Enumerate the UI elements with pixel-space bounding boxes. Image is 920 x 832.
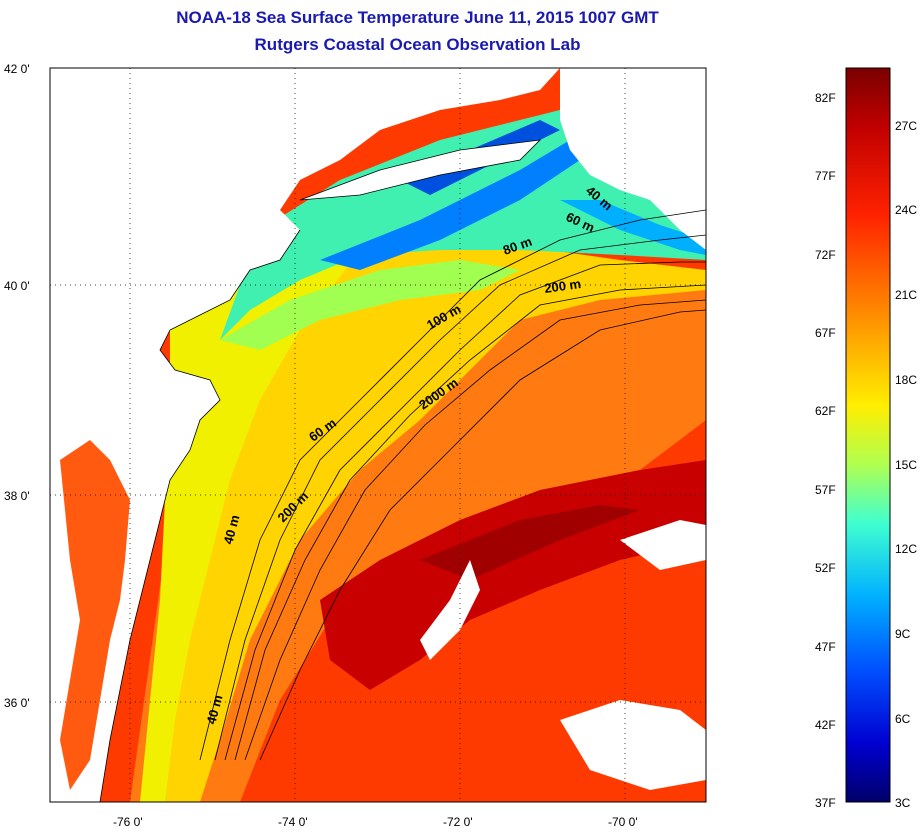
lat-tick-36: 36 0' bbox=[4, 696, 30, 710]
contour-100m bbox=[234, 284, 706, 761]
lon-tick-72: -72 0' bbox=[443, 815, 473, 829]
colorbar-c-label: 21C bbox=[895, 288, 917, 302]
map-frame bbox=[49, 67, 707, 803]
colorbar-f-labels: 82F 77F 72F 67F 62F 57F 52F 47F 42F 37F bbox=[815, 91, 836, 810]
cloud-patch bbox=[560, 700, 706, 790]
contour-label: 200 m bbox=[543, 276, 582, 296]
contour-2000m bbox=[259, 309, 706, 761]
contour-label: 40 m bbox=[220, 513, 242, 546]
shelf-water-region bbox=[150, 240, 706, 802]
contour-200m bbox=[244, 299, 706, 761]
colorbar-f-label: 57F bbox=[815, 483, 836, 497]
colorbar-f-label: 52F bbox=[815, 561, 836, 575]
colorbar-f-label: 67F bbox=[815, 326, 836, 340]
colorbar-c-label: 3C bbox=[895, 796, 911, 810]
lat-tick-38: 38 0' bbox=[4, 489, 30, 503]
colorbar-c-labels: 27C 24C 21C 18C 15C 12C 9C 6C 3C bbox=[895, 119, 917, 810]
cold-streak-1 bbox=[320, 140, 580, 270]
colorbar-c-label: 24C bbox=[895, 203, 917, 217]
cloud-patch bbox=[620, 520, 706, 570]
gulf-stream-dark bbox=[420, 505, 640, 580]
cold-streak-3 bbox=[560, 200, 706, 255]
colorbar bbox=[845, 67, 891, 803]
contour-label: 40 m bbox=[203, 693, 225, 726]
colorbar-f-label: 82F bbox=[815, 91, 836, 105]
bathymetry-contours bbox=[199, 209, 706, 761]
lon-tick-76: -76 0' bbox=[113, 815, 143, 829]
colorbar-f-label: 77F bbox=[815, 169, 836, 183]
lat-tick-40: 40 0' bbox=[4, 279, 30, 293]
lat-tick-42: 42 0' bbox=[4, 62, 30, 76]
coastline bbox=[99, 229, 301, 802]
colorbar-f-label: 47F bbox=[815, 640, 836, 654]
contour-60m bbox=[214, 234, 706, 761]
map-title: NOAA-18 Sea Surface Temperature June 11,… bbox=[176, 8, 659, 27]
map-subtitle: Rutgers Coastal Ocean Observation Lab bbox=[254, 35, 581, 54]
contour-40m bbox=[199, 209, 706, 761]
chesapeake-bay bbox=[60, 440, 130, 790]
colorbar-c-label: 15C bbox=[895, 458, 917, 472]
long-island bbox=[299, 139, 542, 201]
colorbar-f-label: 37F bbox=[815, 796, 836, 810]
colorbar-f-label: 62F bbox=[815, 404, 836, 418]
colorbar-f-label: 42F bbox=[815, 718, 836, 732]
green-band bbox=[220, 260, 520, 350]
colorbar-c-label: 12C bbox=[895, 542, 917, 556]
colorbar-c-label: 9C bbox=[895, 627, 911, 641]
colorbar-c-label: 27C bbox=[895, 119, 917, 133]
land-mainland bbox=[50, 68, 560, 802]
cloud-patch bbox=[420, 560, 480, 660]
colorbar-f-label: 72F bbox=[815, 248, 836, 262]
sst-map bbox=[50, 68, 706, 802]
colorbar-c-label: 6C bbox=[895, 712, 911, 726]
land-new-england bbox=[560, 68, 706, 250]
contour-80m bbox=[224, 261, 706, 761]
colorbar-c-label: 18C bbox=[895, 373, 917, 387]
lon-tick-70: -70 0' bbox=[608, 815, 638, 829]
lon-tick-74: -74 0' bbox=[278, 815, 308, 829]
